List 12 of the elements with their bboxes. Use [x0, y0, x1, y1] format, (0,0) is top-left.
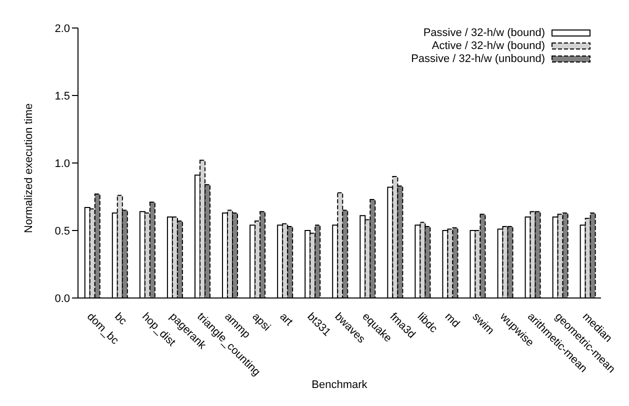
y-tick-label: 0.0 — [54, 292, 70, 305]
y-tick-label: 1.5 — [54, 90, 70, 102]
y-tick-label: 2.0 — [54, 22, 70, 35]
legend-label: Active / 32-h/w (bound) — [432, 40, 545, 52]
legend-label: Passive / 32-h/w (unbound) — [411, 52, 545, 64]
x-axis-title: Benchmark — [312, 379, 368, 391]
y-axis-title: Normalized execution time — [22, 103, 35, 233]
x-tick-label: md — [442, 310, 462, 330]
y-tick-label: 1.0 — [54, 158, 70, 170]
y-tick-label: 0.5 — [54, 225, 70, 238]
x-tick-label: art — [277, 310, 295, 328]
legend-label: Passive / 32-h/w (bound) — [423, 26, 545, 38]
